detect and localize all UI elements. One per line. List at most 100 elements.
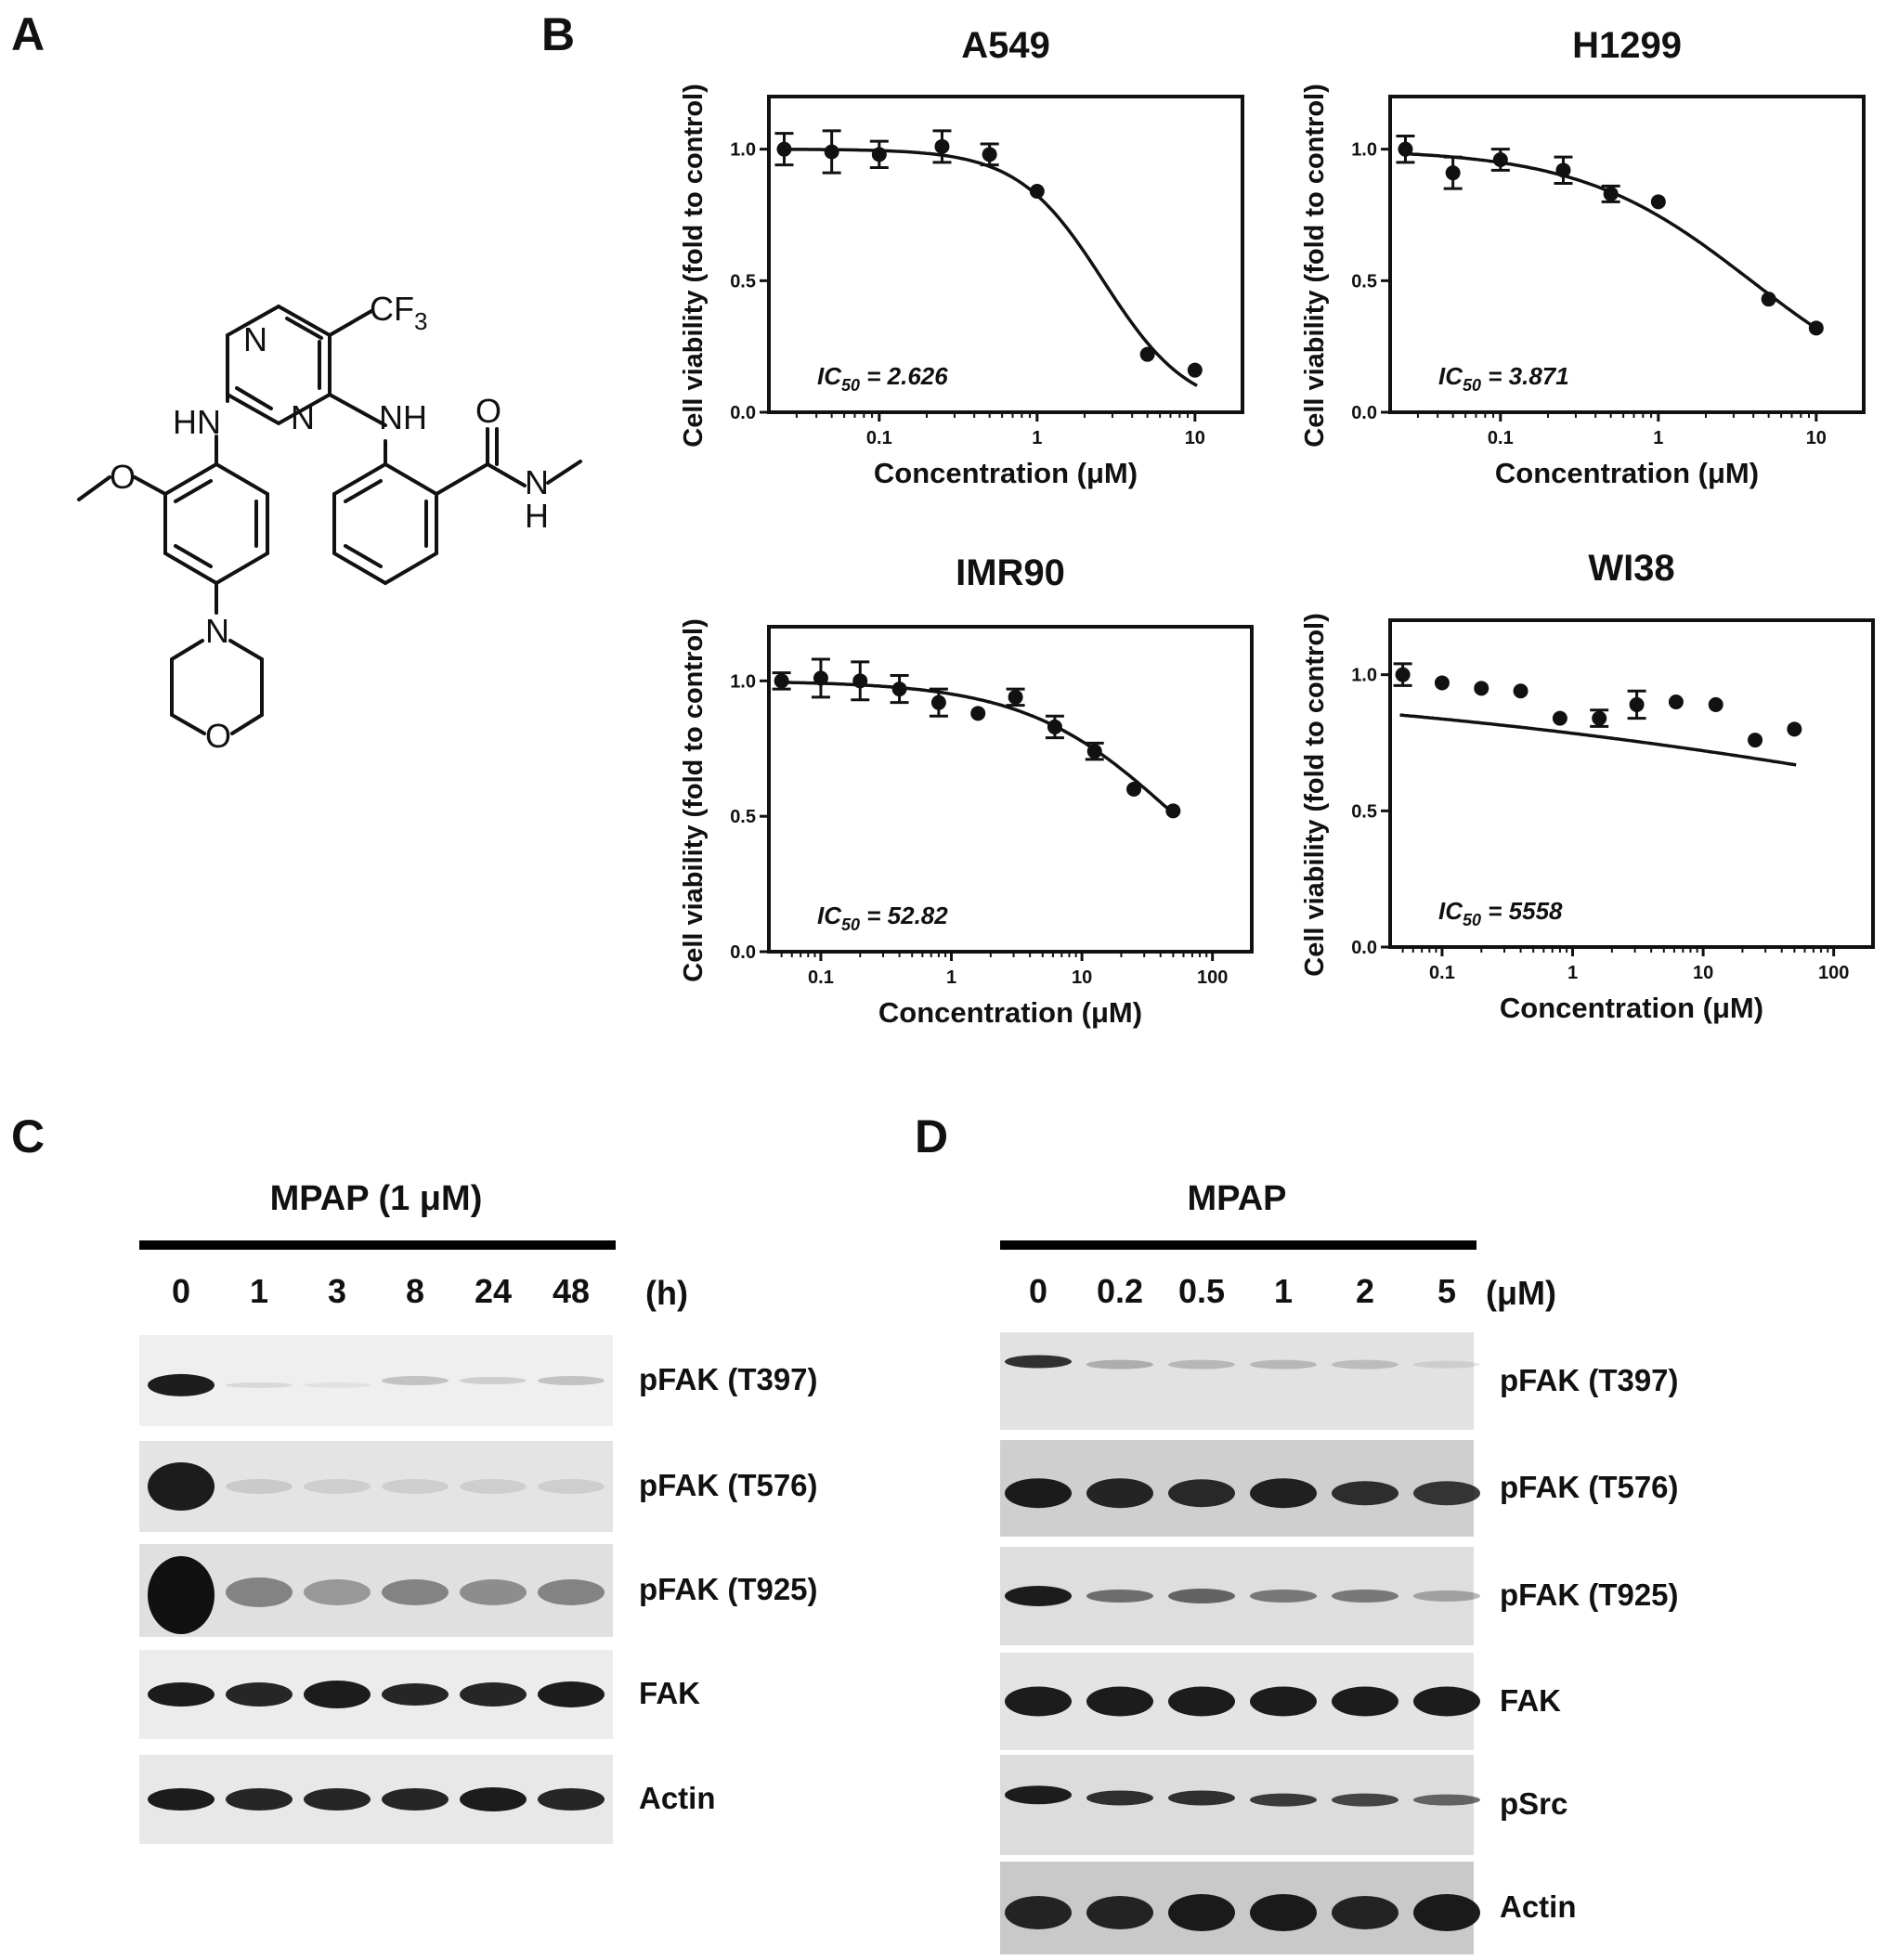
y-tick-label: 0.0 bbox=[1351, 403, 1377, 423]
x-tick-label: 0.1 bbox=[866, 428, 892, 448]
x-tick-label: 0.1 bbox=[1429, 963, 1455, 983]
row-label: pFAK (T397) bbox=[1500, 1362, 1679, 1397]
row-label: FAK bbox=[1500, 1682, 1561, 1718]
lane-label: 2 bbox=[1355, 1272, 1375, 1310]
blot-strip bbox=[139, 1441, 613, 1532]
blot-c-header-bar bbox=[139, 1240, 616, 1250]
data-point bbox=[852, 673, 868, 689]
x-tick-label: 1 bbox=[1653, 428, 1663, 448]
blot-band bbox=[226, 1479, 293, 1494]
chart-title: WI38 bbox=[1588, 548, 1674, 589]
blot-band bbox=[1250, 1478, 1317, 1509]
x-tick-label: 100 bbox=[1197, 967, 1228, 988]
y-axis-label: Cell viability (fold to control) bbox=[679, 84, 709, 448]
charts-group: A549 0.0 0.5 1.0 0.1 1 10 Concentration (μM) Cel… bbox=[679, 25, 1875, 1029]
blot-band bbox=[226, 1682, 293, 1707]
y-axis-label: Cell viability (fold to control) bbox=[1300, 613, 1330, 977]
row-label: pFAK (T576) bbox=[1500, 1470, 1679, 1504]
ic50-value: = 5558 bbox=[1481, 897, 1563, 925]
blot-band bbox=[1005, 1478, 1072, 1509]
data-point bbox=[774, 673, 789, 689]
blot-band bbox=[1250, 1590, 1317, 1603]
blot-band bbox=[460, 1579, 527, 1605]
blot-band bbox=[538, 1376, 605, 1385]
row-label: pFAK (T925) bbox=[1500, 1577, 1679, 1612]
blot-band bbox=[1168, 1359, 1235, 1369]
blot-band bbox=[1332, 1590, 1398, 1603]
chart-title: H1299 bbox=[1572, 25, 1682, 66]
blot-band bbox=[1250, 1359, 1317, 1369]
blot-strip bbox=[139, 1544, 613, 1637]
data-point bbox=[1047, 719, 1062, 734]
x-tick-label: 1 bbox=[1567, 963, 1578, 983]
blot-band bbox=[1250, 1793, 1317, 1807]
blots-group bbox=[139, 1332, 1480, 1954]
blot-band bbox=[1168, 1894, 1235, 1931]
blot-band bbox=[148, 1373, 215, 1396]
lane-label: 5 bbox=[1437, 1272, 1457, 1310]
ic50-annotation: IC50 = 3.871 bbox=[1438, 362, 1569, 395]
plot-frame bbox=[767, 95, 1244, 414]
panel-letter-a: A bbox=[11, 8, 46, 60]
data-point bbox=[871, 147, 887, 162]
blot-band bbox=[1086, 1359, 1153, 1369]
ic50-prefix: IC bbox=[1438, 362, 1463, 390]
plot-frame bbox=[1388, 618, 1875, 949]
lane-label: 48 bbox=[552, 1272, 591, 1310]
x-tick-label: 1 bbox=[946, 967, 956, 988]
chart-1: A549 0.0 0.5 1.0 0.1 1 10 Concentration (μM) Cel… bbox=[679, 25, 1244, 489]
ic50-subscript: 50 bbox=[841, 915, 860, 934]
amide-h-label: H bbox=[525, 497, 549, 535]
data-point bbox=[1708, 696, 1723, 712]
data-point bbox=[1398, 141, 1413, 157]
morpholine-n-label: N bbox=[205, 612, 229, 650]
strip-background bbox=[139, 1544, 613, 1637]
blot-band bbox=[1413, 1894, 1480, 1931]
blot-band bbox=[1332, 1481, 1398, 1506]
data-point bbox=[776, 141, 792, 157]
row-label: FAK bbox=[639, 1676, 700, 1710]
blot-band bbox=[1005, 1586, 1072, 1606]
data-point bbox=[970, 706, 986, 721]
panel-letter-c: C bbox=[11, 1110, 46, 1162]
fit-curve bbox=[1399, 713, 1797, 767]
blot-band bbox=[1005, 1355, 1072, 1369]
y-tick-label: 1.0 bbox=[1351, 140, 1377, 161]
nh-right-label: NH bbox=[379, 398, 427, 436]
data-point bbox=[1787, 721, 1802, 737]
blot-band bbox=[1413, 1590, 1480, 1602]
strip-background bbox=[139, 1650, 613, 1739]
blot-band bbox=[1332, 1896, 1398, 1929]
y-axis-label: Cell viability (fold to control) bbox=[1300, 84, 1330, 448]
hn-left-label: HN bbox=[173, 403, 221, 441]
blot-c-unit: (h) bbox=[645, 1274, 688, 1312]
y-tick-label: 0.5 bbox=[730, 271, 756, 292]
blot-band bbox=[1250, 1686, 1317, 1717]
blot-band bbox=[1086, 1896, 1153, 1929]
data-point bbox=[1552, 710, 1567, 726]
blot-c-header: MPAP (1 μM) bbox=[269, 1179, 483, 1218]
ic50-annotation: IC50 = 52.82 bbox=[817, 902, 948, 934]
x-tick-label: 0.1 bbox=[808, 967, 834, 988]
blot-band bbox=[1168, 1479, 1235, 1508]
ic50-subscript: 50 bbox=[1463, 911, 1481, 929]
fit-curve bbox=[778, 681, 1177, 817]
blot-band bbox=[1005, 1686, 1072, 1717]
blot-strip bbox=[139, 1755, 613, 1844]
lane-label: 1 bbox=[1273, 1272, 1294, 1310]
y-tick-label: 1.0 bbox=[1351, 666, 1377, 686]
data-point bbox=[1492, 152, 1508, 167]
ic50-value: = 3.871 bbox=[1481, 362, 1569, 390]
x-tick-label: 10 bbox=[1806, 428, 1827, 448]
lane-label: 24 bbox=[474, 1272, 513, 1310]
blot-band bbox=[1086, 1686, 1153, 1717]
blot-band bbox=[1413, 1686, 1480, 1717]
ic50-annotation: IC50 = 2.626 bbox=[817, 362, 948, 395]
ic50-value: = 2.626 bbox=[860, 362, 948, 390]
blot-band bbox=[538, 1788, 605, 1811]
y-tick-label: 0.0 bbox=[730, 942, 756, 963]
blot-band bbox=[1168, 1790, 1235, 1806]
x-tick-label: 10 bbox=[1693, 963, 1713, 983]
blot-band bbox=[460, 1377, 527, 1384]
blot-band bbox=[1168, 1589, 1235, 1603]
